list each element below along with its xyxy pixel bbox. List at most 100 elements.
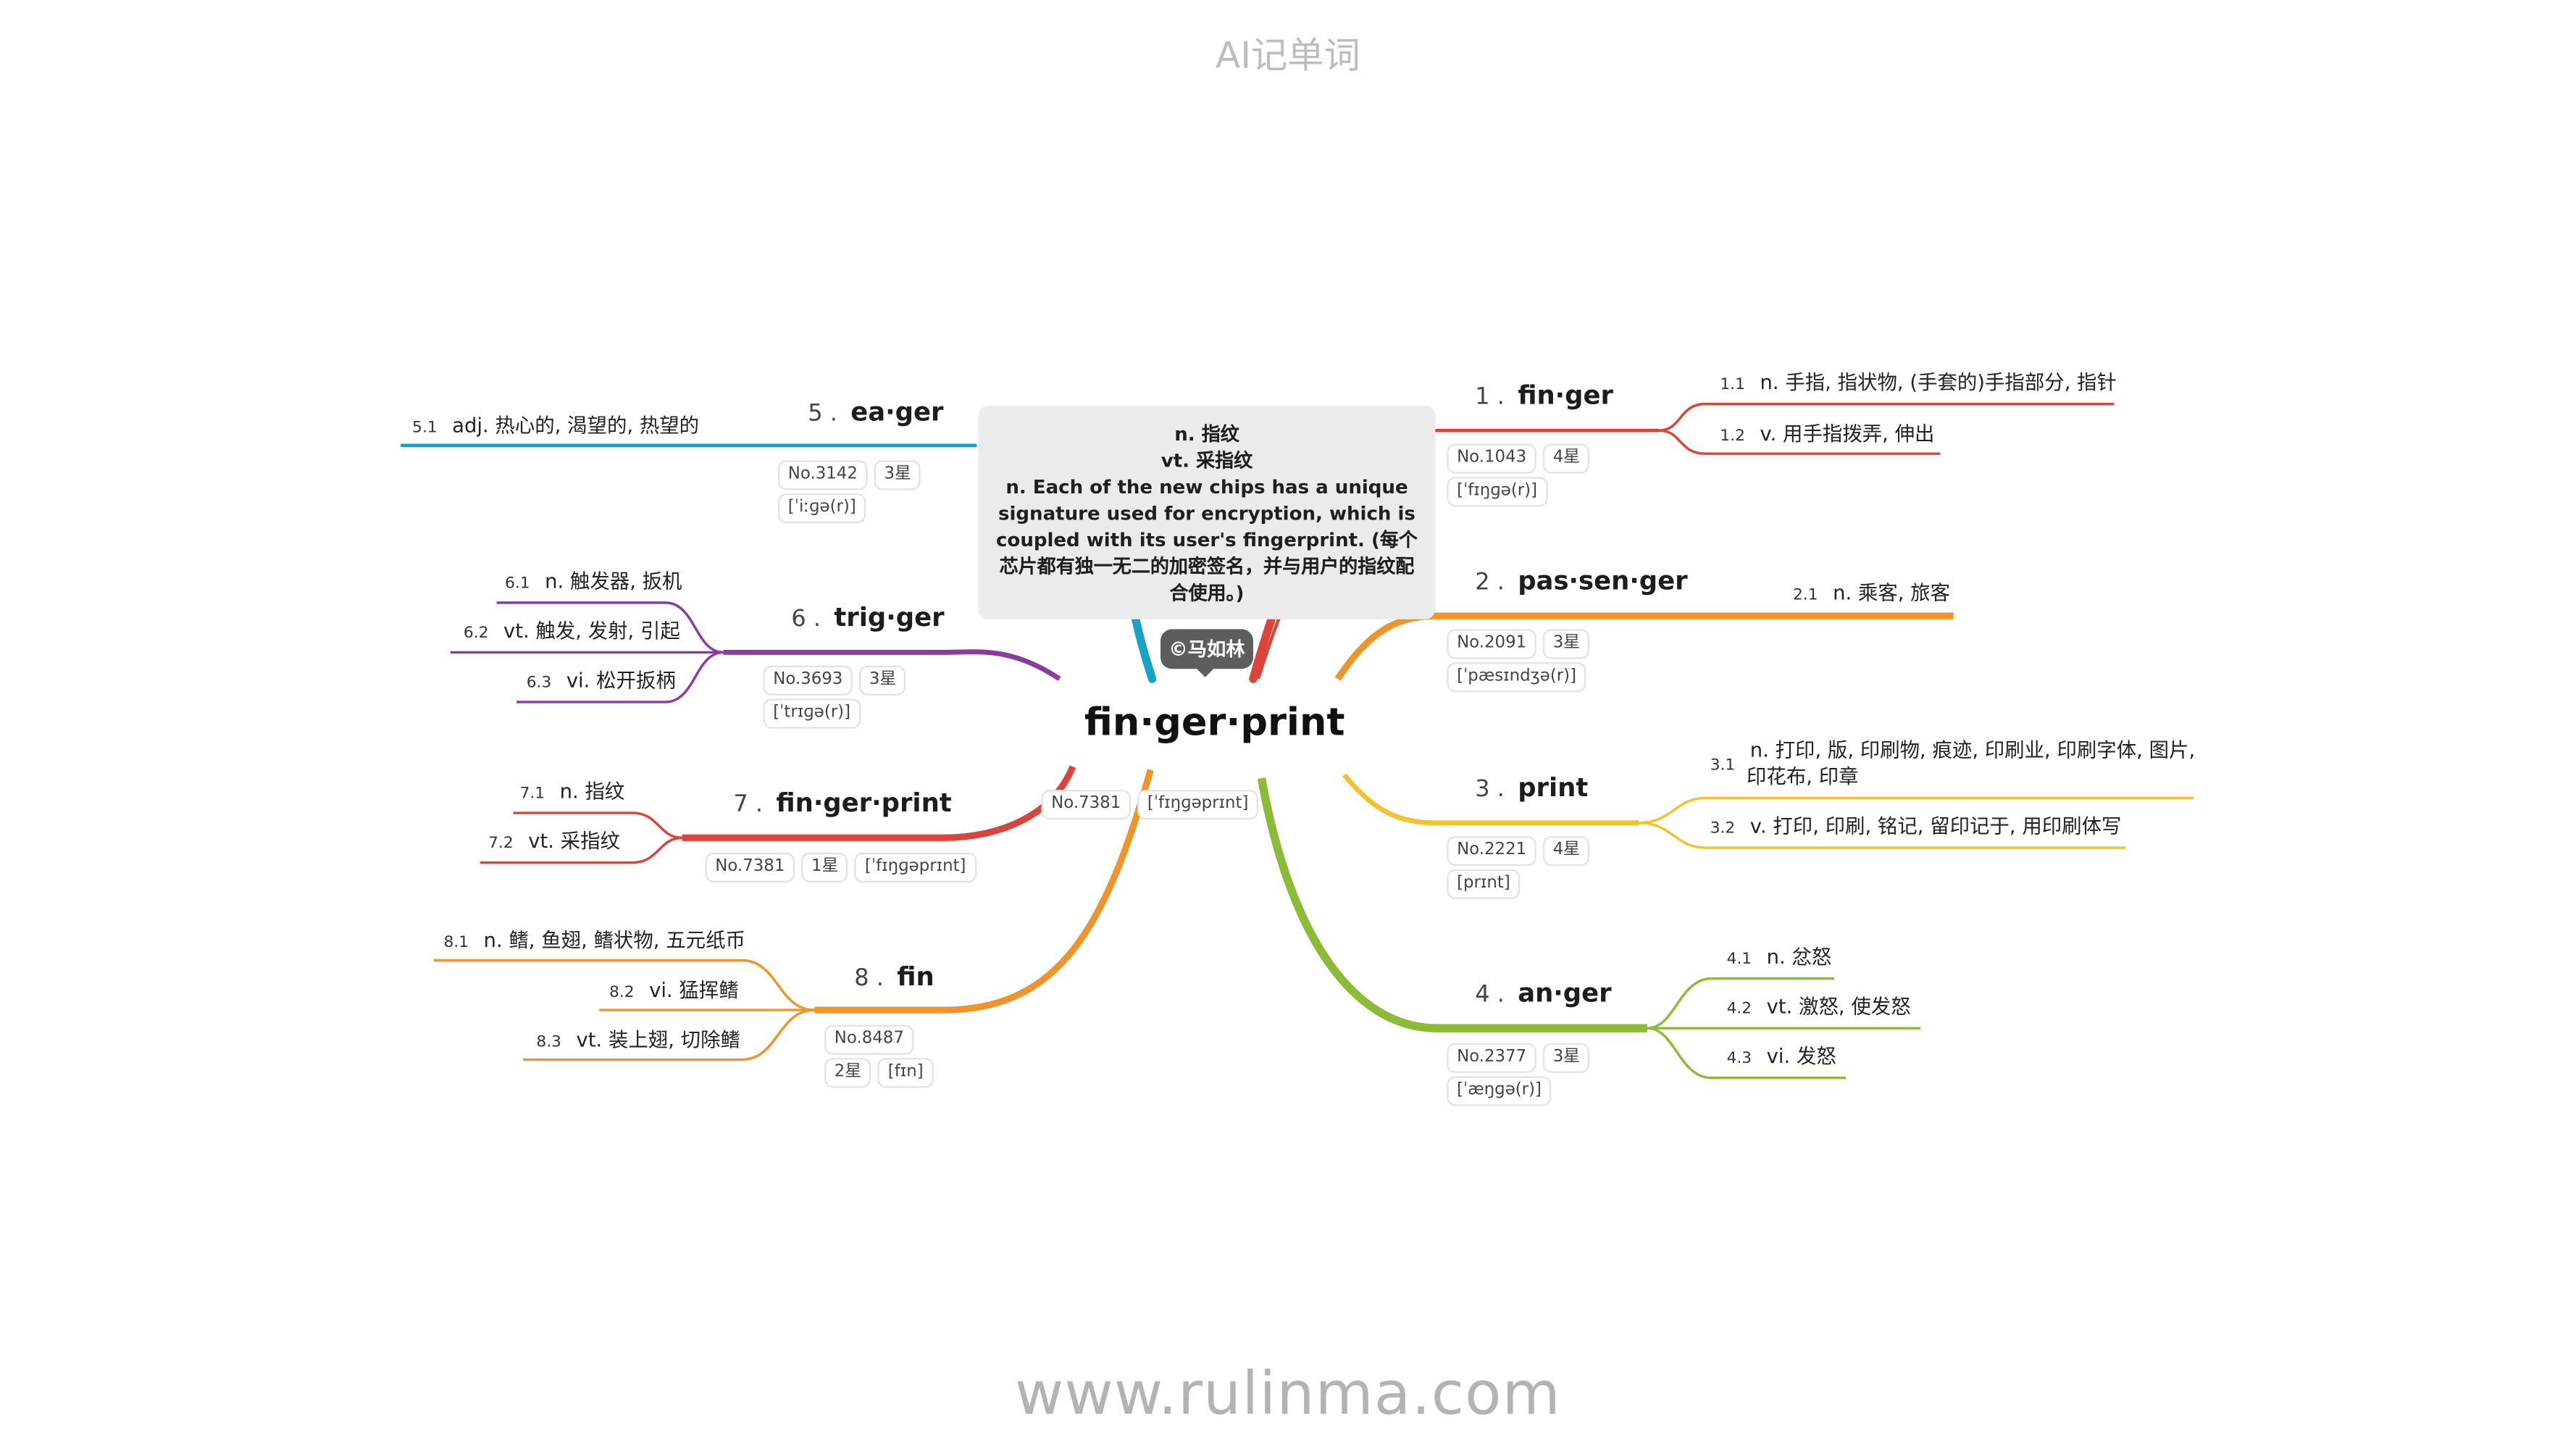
sense-text: n. 手指, 指状物, (手套的)手指部分, 指针 [1760, 370, 2117, 394]
stars-chip: 3星 [874, 460, 921, 490]
sense-text: v. 打印, 印刷, 铭记, 留印记于, 用印刷体写 [1749, 814, 2122, 838]
branch-title-fingerprint[interactable]: 7 . fin·ger·print [733, 787, 951, 822]
connector-finger-2 [1658, 429, 1941, 455]
stars-chip: 3星 [1543, 1043, 1590, 1073]
sense-text: n. 鳍, 鱼翅, 鳍状物, 五元纸币 [483, 929, 745, 953]
sense-text: n. 指纹 [559, 780, 625, 803]
branch-phonetic-trigger: [ˈtrɪɡə(r)] [763, 692, 867, 729]
root-word[interactable]: fin·ger·print [1084, 701, 1345, 746]
sense-7-2: 7.2 vt. 采指纹 [488, 828, 620, 858]
branch-word: pas·sen·ger [1518, 566, 1688, 596]
branch-stars-fin: 2星 [fɪn] [824, 1051, 940, 1088]
branch-title-fin[interactable]: 8 . fin [854, 960, 934, 995]
connector-fin-1 [433, 959, 815, 1011]
copyright-badge: ©马如林 [1160, 629, 1253, 669]
sense-8-1: 8.1 n. 鳍, 鱼翅, 鳍状物, 五元纸币 [443, 927, 745, 957]
sense-8-3: 8.3 vt. 装上翅, 切除鳍 [536, 1027, 740, 1056]
branch-title-passenger[interactable]: 2 . pas·sen·ger [1475, 564, 1687, 599]
sense-text: vt. 采指纹 [528, 829, 620, 853]
phonetic-chip: [ˈtrɪɡə(r)] [763, 698, 861, 729]
sense-number: 5.1 [412, 419, 438, 438]
stars-chip: 3星 [1543, 629, 1590, 659]
sense-number: 6.1 [505, 574, 530, 593]
branch-phonetic-finger: [ˈfɪŋɡə(r)] [1447, 470, 1554, 507]
sense-text: vt. 装上翅, 切除鳍 [576, 1028, 740, 1052]
sense-number: 6.2 [463, 624, 489, 643]
branch-title-anger[interactable]: 4 . an·ger [1475, 977, 1611, 1011]
phonetic-chip: [ˈiːɡə(r)] [778, 493, 866, 524]
connector-anger-1 [1647, 977, 1835, 1030]
branch-title-print[interactable]: 3 . print [1475, 772, 1588, 806]
phonetic-chip: [ˈfɪŋɡəprɪnt] [855, 852, 977, 883]
sense-8-2: 8.2 vi. 猛挥鳍 [609, 977, 739, 1006]
connector-tentacle [1249, 614, 1276, 683]
branch-meta-eager: No.3142 3星 [778, 454, 928, 490]
branch-number: 2 . [1475, 569, 1505, 596]
connector-trigger [723, 649, 1061, 681]
connector-finger-1 [1658, 402, 2115, 432]
branch-title-eager[interactable]: 5 . ea·ger [808, 396, 943, 430]
number-chip: No.1043 [1447, 443, 1536, 474]
sense-4-1: 4.1 n. 忿怒 [1727, 944, 1832, 974]
connector-trigger-3 [517, 651, 724, 703]
sense-number: 7.2 [488, 834, 514, 853]
connector-fingerprint-1 [513, 811, 682, 840]
sense-1-1: 1.1 n. 手指, 指状物, (手套的)手指部分, 指针 [1720, 369, 2117, 399]
sense-number: 8.1 [443, 933, 469, 953]
app-title: AI记单词 [1215, 36, 1360, 78]
root-meta: No.7381 [ˈfɪŋɡəprɪnt] [1041, 783, 1265, 820]
branch-word: trig·ger [834, 602, 945, 632]
phonetic-chip: [ˈæŋɡə(r)] [1447, 1076, 1552, 1106]
sense-number: 3.1 [1710, 756, 1736, 775]
branch-word: fin [897, 961, 934, 992]
branch-number: 7 . [733, 791, 764, 818]
phonetic-chip: [prɪnt] [1447, 869, 1521, 899]
connector-fin [814, 769, 1154, 1014]
branch-word: print [1518, 773, 1589, 803]
connector-print-1 [1639, 796, 2194, 824]
branch-word: fin·ger [1518, 380, 1613, 411]
sense-text: vt. 触发, 发射, 引起 [503, 619, 680, 643]
number-chip: No.3693 [763, 665, 853, 696]
sense-number: 4.3 [1726, 1049, 1752, 1069]
badge-pointer [1195, 667, 1216, 677]
branch-phonetic-passenger: [ˈpæsɪndʒə(r)] [1447, 656, 1593, 693]
tooltip-line: vt. 采指纹 [1161, 448, 1253, 472]
website-footer[interactable]: www.rulinma.com [1015, 1361, 1561, 1429]
branch-word: ea·ger [850, 397, 944, 427]
sense-5-1: 5.1 adj. 热心的, 渴望的, 热望的 [412, 412, 699, 442]
sense-text: n. 打印, 版, 印刷物, 痕迹, 印刷业, 印刷字体, 图片, [1749, 738, 2196, 762]
number-chip: No.7381 [705, 852, 795, 883]
branch-number: 6 . [791, 606, 821, 632]
phonetic-chip: [fɪn] [878, 1058, 934, 1088]
sense-text: vi. 松开扳柄 [566, 669, 676, 693]
sense-text: v. 用手指拨弄, 伸出 [1760, 422, 1935, 446]
connector-print-2 [1639, 822, 2126, 849]
sense-number: 4.1 [1726, 950, 1752, 969]
sense-number: 2.1 [1792, 585, 1818, 605]
branch-phonetic-eager: [ˈiːɡə(r)] [778, 487, 873, 524]
sense-text: n. 忿怒 [1766, 945, 1832, 969]
connector-tentacle [1132, 614, 1157, 683]
branch-number: 5 . [808, 401, 837, 427]
number-chip: No.3142 [778, 460, 868, 490]
connector-trigger-1 [496, 601, 724, 654]
sense-number: 1.1 [1720, 375, 1745, 394]
tooltip-example: n. Each of the new chips has a unique si… [996, 475, 1418, 605]
branch-meta-trigger: No.3693 3星 [763, 659, 913, 696]
branch-number: 8 . [854, 965, 884, 992]
sense-6-1: 6.1 n. 触发器, 扳机 [505, 568, 682, 598]
root-phonetic-chip: [ˈfɪŋɡəprɪnt] [1137, 790, 1259, 820]
sense-text: vi. 发怒 [1766, 1045, 1836, 1069]
sense-7-1: 7.1 n. 指纹 [520, 778, 625, 808]
connector-anger [1257, 777, 1647, 1032]
sense-6-3: 6.3 vi. 松开扳柄 [527, 667, 676, 697]
sense-3-2: 3.2 v. 打印, 印刷, 铭记, 留印记于, 用印刷体写 [1710, 813, 2122, 843]
branch-meta-print: No.2221 4星 [1447, 830, 1597, 867]
branch-title-finger[interactable]: 1 . fin·ger [1475, 379, 1613, 414]
sense-number: 1.2 [1720, 427, 1745, 446]
branch-title-trigger[interactable]: 6 . trig·ger [791, 601, 944, 636]
sense-text: adj. 热心的, 渴望的, 热望的 [452, 414, 700, 438]
